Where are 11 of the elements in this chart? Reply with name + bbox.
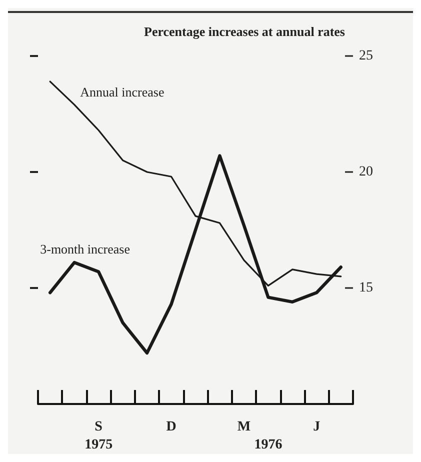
x-tick-label: D — [166, 420, 176, 434]
x-tick-label: J — [313, 420, 320, 434]
series-label: 3-month increase — [40, 242, 130, 257]
series-label: Annual increase — [80, 84, 164, 100]
y-tick-label: 15 — [359, 280, 373, 296]
y-tick-label: 25 — [359, 48, 373, 64]
y-axis-title: Percentage increases at annual rates — [144, 24, 345, 39]
x-tick-label: 1976 — [254, 438, 282, 452]
y-tick-label: 20 — [359, 164, 373, 180]
x-tick-label: M — [237, 420, 251, 434]
x-tick-label: S 1975 — [84, 420, 113, 452]
